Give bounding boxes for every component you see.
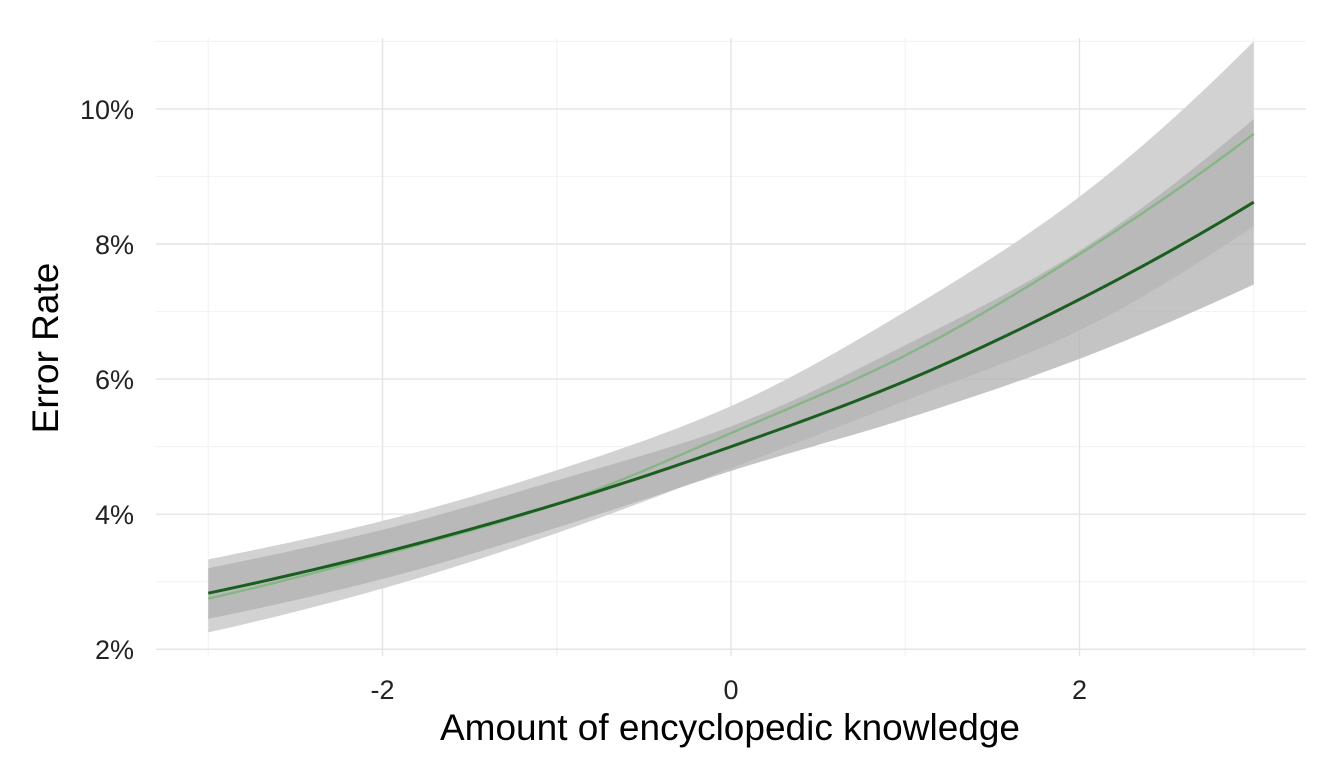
y-tick-label: 4%: [95, 500, 134, 530]
major-grid: [156, 38, 1306, 656]
y-tick-label: 6%: [95, 365, 134, 395]
y-tick-label: 8%: [95, 230, 134, 260]
x-axis-title: Amount of encyclopedic knowledge: [440, 707, 1020, 748]
y-tick-label: 10%: [80, 95, 134, 125]
x-tick-label: -2: [371, 675, 395, 705]
y-tick-labels: 2% 4% 6% 8% 10%: [80, 95, 134, 665]
y-tick-label: 2%: [95, 635, 134, 665]
series-line-1: [207, 200, 1255, 595]
x-tick-label: 2: [1072, 675, 1087, 705]
series-lines: [207, 132, 1255, 600]
series-line-2: [208, 132, 1255, 600]
x-tick-labels: -2 0 2: [371, 675, 1087, 705]
y-axis-title: Error Rate: [25, 263, 66, 434]
x-tick-label: 0: [723, 675, 738, 705]
